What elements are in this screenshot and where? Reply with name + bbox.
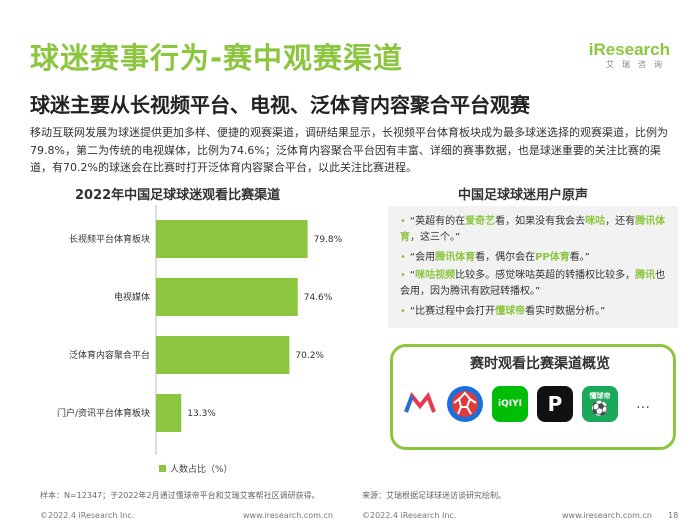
legend-label: 人数占比（%） <box>170 465 233 475</box>
quote-item: • “英超有的在爱奇艺看，如果没有我会去咪咕，还有腾讯体育，这三个。” <box>400 214 670 246</box>
tencent-sports-app-icon <box>447 386 483 422</box>
quote-text: “会用 <box>409 252 436 263</box>
quotes-title: 中国足球球迷用户原声 <box>458 188 589 203</box>
page-number: 18 <box>668 511 679 520</box>
value-label-3: 13.3% <box>187 409 216 419</box>
quotes-panel <box>388 206 678 328</box>
intro-paragraph: 移动互联网发展为球迷提供更加多样、便捷的观赛渠道，调研结果显示，长视频平台体育板… <box>30 126 668 174</box>
page-title: 球迷赛事行为-赛中观赛渠道 <box>30 41 404 75</box>
bullet-icon: • <box>400 216 406 227</box>
quote-text: 比较多。感觉咪咕英超的转播权比较多， <box>455 270 636 281</box>
iqiyi-app-icon: iQIYI <box>492 386 528 422</box>
bullet-icon: • <box>400 270 406 281</box>
bar-2 <box>156 336 290 374</box>
category-label-2: 泛体育内容聚合平台 <box>69 349 150 361</box>
pp-sports-app-icon: P <box>537 386 573 422</box>
more-ellipsis: … <box>636 396 650 412</box>
quote-text: 看。” <box>569 252 590 263</box>
chart-title: 2022年中国足球球迷观看比赛渠道 <box>75 188 281 203</box>
category-label-3: 门户/资讯平台体育板块 <box>57 407 150 419</box>
bar-chart: 长视频平台体育板块 79.8% 电视媒体 74.6% 泛体育内容聚合平台 70.2% 门户/… <box>57 205 343 455</box>
page-subtitle: 球迷主要从长视频平台、电视、泛体育内容聚合平台观赛 <box>30 93 530 117</box>
quote-text: 看，如果没有我会去 <box>495 216 586 227</box>
legend-swatch <box>159 465 166 472</box>
value-label-2: 70.2% <box>295 351 324 361</box>
footer-copyright-right: ©2022.4 iResearch Inc. <box>362 511 457 520</box>
quote-text: 看实时数据分析。” <box>525 306 606 317</box>
bar-0 <box>156 220 308 258</box>
migu-app-icon <box>402 386 438 422</box>
quote-text: “ <box>409 270 416 281</box>
quote-text: “比赛过程中会打开 <box>409 306 496 317</box>
quote-text: 也会用，因为腾讯有欧冠转播权。” <box>400 270 666 297</box>
dongqiudi-app-icon: 懂球帝 ⚽ <box>582 386 618 422</box>
category-label-0: 长视频平台体育板块 <box>69 233 150 245</box>
footer-url-right[interactable]: www.iresearch.com.cn <box>562 511 652 520</box>
quote-text: ，这三个。” <box>410 232 461 243</box>
quote-text: 看，偶尔会在 <box>475 252 536 263</box>
bar-1 <box>156 278 298 316</box>
footnote-source: 来源：艾瑞根据足球球迷访谈研究绘制。 <box>362 491 506 500</box>
footer-url-left[interactable]: www.iresearch.com.cn <box>243 511 333 520</box>
quote-text: ，还有 <box>605 216 636 227</box>
bullet-icon: • <box>400 252 406 263</box>
quote-item: • “咪咕视频比较多。感觉咪咕英超的转播权比较多，腾讯也会用，因为腾讯有欧冠转播权… <box>400 268 670 300</box>
quote-item: • “比赛过程中会打开懂球帝看实时数据分析。” <box>400 304 670 320</box>
highlighted-platform: 腾讯体育 <box>400 216 666 243</box>
category-label-1: 电视媒体 <box>114 291 150 303</box>
footer-copyright-left: ©2022.4 iResearch Inc. <box>40 511 135 520</box>
highlighted-platform: 咪咕 <box>585 216 606 227</box>
value-label-1: 74.6% <box>304 293 333 303</box>
bullet-icon: • <box>400 306 406 317</box>
highlighted-platform: 咪咕视频 <box>415 270 456 281</box>
footnote-sample: 样本：N=12347；于2022年2月通过懂球帝平台和艾瑞艾客帮社区调研获得。 <box>40 491 320 500</box>
quote-text: “英超有的在 <box>409 216 466 227</box>
highlighted-platform: 懂球帝 <box>495 306 526 317</box>
highlighted-platform: 腾讯 <box>635 270 656 281</box>
quote-item: • “会用腾讯体育看，偶尔会在PP体育看。” <box>400 250 670 266</box>
highlighted-platform: 腾讯体育 <box>435 252 476 263</box>
highlighted-platform: PP体育 <box>535 252 570 263</box>
logo-main-text: iResearch <box>588 40 670 59</box>
highlighted-platform: 爱奇艺 <box>465 216 496 227</box>
logo-sub-text: 艾瑞咨询 <box>606 60 670 69</box>
bar-3 <box>156 394 182 432</box>
iresearch-logo: iResearch 艾瑞咨询 <box>580 40 670 70</box>
value-label-0: 79.8% <box>314 235 343 245</box>
channels-title: 赛时观看比赛渠道概览 <box>470 356 610 372</box>
